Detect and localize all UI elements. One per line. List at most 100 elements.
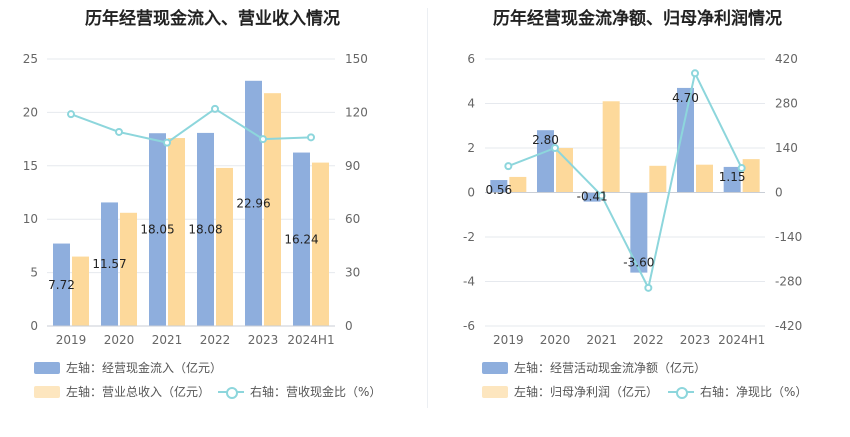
x-axis-tick-label: 2023	[248, 333, 279, 347]
legend-item-net-profit[interactable]: 左轴：归母净利润（亿元）	[482, 383, 658, 400]
line-point	[691, 69, 699, 78]
right-axis-tick-label: 0	[345, 319, 353, 333]
bar-primary	[723, 166, 741, 193]
bar-data-label: 18.08	[188, 222, 222, 236]
bar-secondary	[509, 176, 527, 193]
chart-title: 历年经营现金流净额、归母净利润情况	[493, 9, 782, 29]
left-axis-tick-label: -6	[463, 319, 475, 333]
legend-swatch	[34, 385, 60, 398]
legend-label: 左轴：营业总收入（亿元）	[66, 385, 211, 399]
x-axis-tick-label: 2022	[200, 333, 231, 347]
line-series-path	[70, 107, 312, 144]
legend-label: 右轴：营收现金比（%）	[250, 385, 382, 399]
left-axis-tick-label: 5	[30, 266, 38, 280]
panel-divider	[427, 8, 428, 408]
line-series-path	[507, 70, 743, 291]
line-point	[115, 127, 123, 136]
bar-data-label: 0.56	[485, 183, 512, 197]
legend-item-net-cash-ratio[interactable]: 右轴：净现比（%）	[668, 383, 807, 400]
legend-item-cash-ratio[interactable]: 右轴：营收现金比（%）	[218, 383, 381, 400]
left-axis-tick-label: 10	[23, 212, 38, 226]
right-axis-tick-label: 60	[345, 212, 360, 226]
x-axis-tick-label: 2021	[586, 333, 617, 347]
line-point	[504, 162, 513, 171]
legend-item-cash-inflow[interactable]: 左轴：经营现金流入（亿元）	[34, 359, 222, 376]
bar-primary	[630, 192, 648, 273]
right-axis-tick-label: -420	[775, 319, 802, 333]
legend-line-icon	[668, 386, 694, 399]
bar-secondary	[168, 138, 185, 326]
right-axis-tick-label: -140	[775, 230, 802, 244]
bar-primary	[490, 180, 508, 193]
x-axis-tick-label: 2024H1	[287, 333, 334, 347]
left-axis-tick-label: 4	[467, 97, 475, 111]
line-point	[644, 283, 653, 292]
bar-primary	[197, 132, 214, 326]
bar-data-label: 22.96	[236, 196, 270, 210]
right-axis-tick-label: 0	[775, 186, 783, 200]
right-axis-tick-label: 280	[775, 97, 798, 111]
bar-secondary	[264, 93, 281, 327]
x-axis-tick-label: 2022	[633, 333, 664, 347]
bar-data-label: 2.80	[532, 133, 559, 147]
legend-item-revenue[interactable]: 左轴：营业总收入（亿元）	[34, 383, 210, 400]
line-point	[597, 191, 606, 200]
line-point	[307, 133, 315, 142]
line-point	[551, 144, 559, 152]
left-axis-tick-label: 0	[467, 186, 475, 200]
bar-primary	[583, 192, 601, 202]
bar-primary	[293, 152, 310, 326]
chart-svg: -6 -420 -4 -280 -2 -140 0 0 2 140 4 280 6 420 2019 2020…	[463, 52, 802, 347]
right-axis-tick-label: 90	[345, 159, 360, 173]
left-axis-tick-label: -2	[463, 230, 475, 244]
legend-label: 左轴：经营现金流入（亿元）	[66, 361, 223, 375]
x-axis-tick-label: 2024H1	[718, 333, 765, 347]
bar-secondary	[649, 165, 667, 193]
legend-line-icon	[218, 386, 244, 399]
legend-item-net-cash-flow[interactable]: 左轴：经营活动现金流净额（亿元）	[482, 359, 706, 376]
line-point	[211, 104, 219, 113]
bar-data-label: 16.24	[284, 232, 318, 246]
x-axis-tick-label: 2019	[56, 333, 87, 347]
bar-secondary	[120, 212, 137, 326]
left-axis-tick-label: 25	[23, 52, 38, 66]
x-axis-tick-label: 2021	[152, 333, 183, 347]
bar-secondary	[742, 159, 760, 193]
legend-label: 左轴：归母净利润（亿元）	[514, 385, 659, 399]
bar-data-label: 7.72	[48, 278, 75, 292]
left-axis-tick-label: 20	[23, 105, 38, 119]
left-axis-tick-label: 15	[23, 159, 38, 173]
left-axis-tick-label: -4	[463, 275, 475, 289]
bar-data-label: 4.70	[672, 91, 699, 105]
chart-title: 历年经营现金流入、营业收入情况	[85, 9, 340, 29]
bar-secondary	[216, 167, 233, 326]
bar-data-label: 1.15	[719, 170, 746, 184]
right-axis-tick-label: 150	[345, 52, 368, 66]
chart-panel-net-cash: 历年经营现金流净额、归母净利润情况 -6 -420 -4 -280 -2 -140 0 0 2 1…	[425, 0, 850, 437]
bar-secondary	[696, 164, 713, 193]
line-point	[259, 135, 267, 144]
x-axis-tick-label: 2020	[540, 333, 571, 347]
x-axis-tick-label: 2020	[104, 333, 135, 347]
right-axis-tick-label: 420	[775, 52, 798, 66]
bar-secondary	[602, 101, 620, 193]
bar-primary	[537, 130, 554, 193]
bar-secondary	[556, 148, 573, 193]
bar-primary	[101, 202, 118, 326]
right-axis-tick-label: -280	[775, 275, 802, 289]
x-axis-tick-label: 2023	[680, 333, 711, 347]
chart-panel-cash-inflow: 历年经营现金流入、营业收入情况 0 0 5 30 10 60 15 90 20 120 25 150 2…	[23, 9, 382, 400]
legend-swatch	[34, 361, 60, 374]
left-axis-tick-label: 2	[467, 141, 475, 155]
bar-data-label: 18.05	[140, 223, 174, 237]
line-point	[737, 164, 746, 173]
left-axis-tick-label: 0	[30, 319, 38, 333]
legend-label: 左轴：经营活动现金流净额（亿元）	[514, 361, 707, 375]
bar-secondary	[312, 162, 329, 326]
line-point	[67, 110, 75, 119]
bar-data-label: -3.60	[623, 256, 654, 270]
right-axis-tick-label: 120	[345, 105, 368, 119]
bar-data-label: 11.57	[92, 257, 126, 271]
bar-primary	[149, 133, 166, 326]
legend-label: 右轴：净现比（%）	[700, 385, 808, 399]
